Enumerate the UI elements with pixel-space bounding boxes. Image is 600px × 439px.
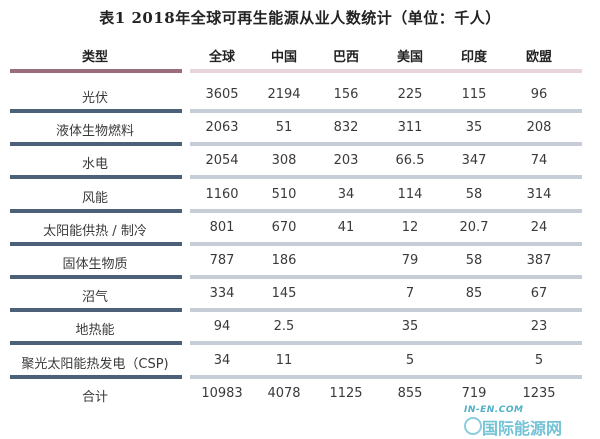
row-divider-left [10, 142, 182, 147]
watermark-en: IN-EN.COM [464, 405, 524, 415]
table-cell: 11 [275, 352, 293, 368]
table-cell: 719 [461, 385, 487, 401]
column-header: 全球 [208, 50, 235, 65]
row-type-label: 地热能 [75, 323, 115, 339]
row-type-label: 沼气 [81, 290, 108, 306]
table-cell: 510 [271, 186, 297, 202]
table-cell: 787 [209, 253, 235, 268]
table-cell: 34 [337, 186, 355, 202]
row-divider-left [10, 109, 182, 113]
row-divider-right [190, 208, 582, 213]
watermark: IN-EN.COM 国际能源网 [464, 405, 596, 438]
table-cell: 387 [526, 253, 552, 268]
table-cell: 670 [271, 219, 297, 235]
table-cell: 23 [530, 319, 548, 335]
globe-logo-icon [464, 417, 482, 435]
table-cell: 41 [337, 219, 355, 235]
table-cell: 1125 [329, 385, 363, 401]
column-header: 欧盟 [525, 50, 552, 65]
table-cell: 2054 [205, 153, 239, 169]
table-cell: 12 [401, 219, 419, 235]
table-cell: 3605 [205, 87, 239, 102]
table-cell: 35 [401, 319, 419, 335]
table-cell: 308 [271, 153, 297, 169]
table-cell: 855 [397, 385, 423, 401]
table-cell: 1235 [522, 385, 556, 401]
row-divider-right [190, 374, 582, 379]
table-cell: 203 [333, 153, 359, 169]
row-divider-left [10, 208, 182, 213]
table-cell: 58 [465, 253, 483, 268]
table-cell: 96 [530, 87, 548, 102]
row-divider-right [190, 341, 582, 346]
table-cell: 5 [534, 352, 544, 368]
row-divider-right [190, 241, 582, 246]
row-type-label: 聚光太阳能热发电（CSP) [21, 356, 169, 372]
table-cell: 34 [213, 352, 231, 368]
row-divider-right [190, 275, 582, 279]
column-header: 巴西 [332, 50, 359, 65]
row-type-label: 合计 [81, 389, 108, 405]
table-cell: 347 [461, 153, 487, 169]
row-divider-right [190, 175, 582, 180]
table-cell: 94 [213, 319, 231, 335]
row-divider-right [190, 109, 582, 113]
row-type-label: 固体生物质 [62, 257, 128, 272]
table-cell: 85 [465, 286, 483, 302]
table-cell: 1160 [205, 186, 239, 202]
table-title: 表1 2018年全球可再生能源从业人数统计（单位：千人） [99, 9, 501, 27]
row-divider-left [10, 374, 182, 379]
table-cell: 20.7 [459, 219, 489, 235]
table-cell: 66.5 [395, 153, 425, 169]
table-cell: 225 [397, 87, 423, 102]
row-divider-left [10, 175, 182, 180]
table-cell: 2.5 [273, 319, 295, 335]
table-cell: 115 [461, 87, 487, 102]
table-cell: 35 [465, 120, 483, 136]
table-cell: 186 [271, 253, 297, 268]
row-divider-left [10, 308, 182, 313]
row-divider-left [10, 341, 182, 346]
column-header: 中国 [270, 50, 297, 65]
table-cell: 4078 [267, 385, 301, 401]
table-cell: 2194 [267, 87, 301, 102]
row-type-label: 液体生物燃料 [55, 124, 134, 140]
table-cell: 7 [405, 286, 415, 302]
table-cell: 208 [526, 120, 552, 136]
row-divider-right [190, 308, 582, 313]
column-header: 类型 [81, 50, 108, 65]
table-cell: 832 [333, 120, 359, 136]
table-cell: 2063 [205, 120, 239, 136]
row-divider-left [10, 275, 182, 279]
row-divider-right [190, 142, 582, 147]
header-divider-right [190, 69, 582, 73]
table-cell: 801 [209, 219, 235, 235]
row-type-label: 光伏 [81, 91, 108, 106]
table-cell: 311 [397, 120, 423, 136]
table-cell: 114 [397, 186, 423, 202]
table-cell: 74 [530, 153, 548, 169]
table-cell: 156 [333, 87, 359, 102]
table-cell: 10983 [201, 385, 243, 401]
header-divider-left [10, 69, 182, 73]
table-cell: 24 [530, 219, 548, 235]
watermark-cn: 国际能源网 [482, 419, 563, 438]
table-cell: 314 [526, 186, 552, 202]
table-cell: 334 [209, 286, 235, 302]
table-cell: 51 [275, 120, 293, 136]
table-cell: 79 [401, 253, 419, 268]
row-type-label: 太阳能供热 / 制冷 [43, 223, 147, 239]
table-cell: 67 [530, 286, 548, 302]
table-cell: 145 [271, 286, 297, 302]
table-cell: 5 [405, 352, 415, 368]
table-cell: 58 [465, 186, 483, 202]
row-type-label: 水电 [81, 157, 108, 173]
row-type-label: 风能 [81, 190, 108, 206]
column-header: 印度 [460, 50, 487, 65]
row-divider-left [10, 241, 182, 246]
column-header: 美国 [396, 50, 423, 65]
